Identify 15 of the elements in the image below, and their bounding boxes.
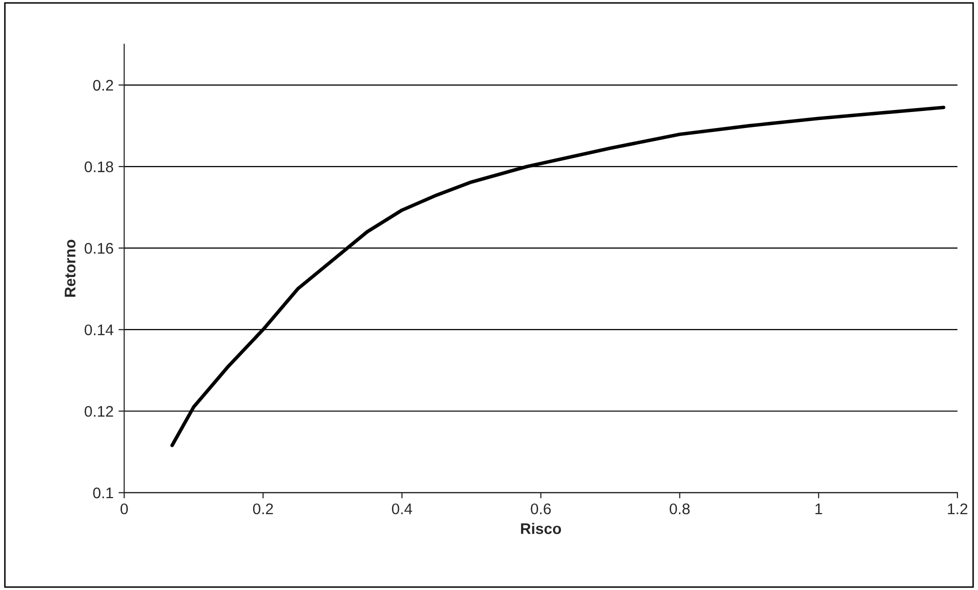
y-tick-label: 0.1	[93, 488, 114, 498]
x-tick-label: 0.6	[530, 503, 551, 514]
x-tick-label: 0	[120, 503, 128, 514]
y-tick-label: 0.18	[84, 161, 114, 172]
y-axis-title: Retorno	[64, 240, 76, 297]
y-tick-label: 0.16	[84, 242, 114, 254]
x-tick-label: 0.4	[392, 503, 412, 514]
y-tick-label: 0.2	[93, 80, 114, 91]
x-tick-label: 0.8	[670, 503, 690, 514]
x-tick-label: 1	[816, 504, 822, 514]
y-tick-label: 0.14	[84, 324, 114, 336]
x-axis-title: Risco	[521, 522, 562, 534]
x-tick-label: 0.2	[253, 503, 273, 514]
x-tick-label: 1.2	[948, 503, 968, 514]
y-tick-label: 0.12	[84, 406, 114, 417]
